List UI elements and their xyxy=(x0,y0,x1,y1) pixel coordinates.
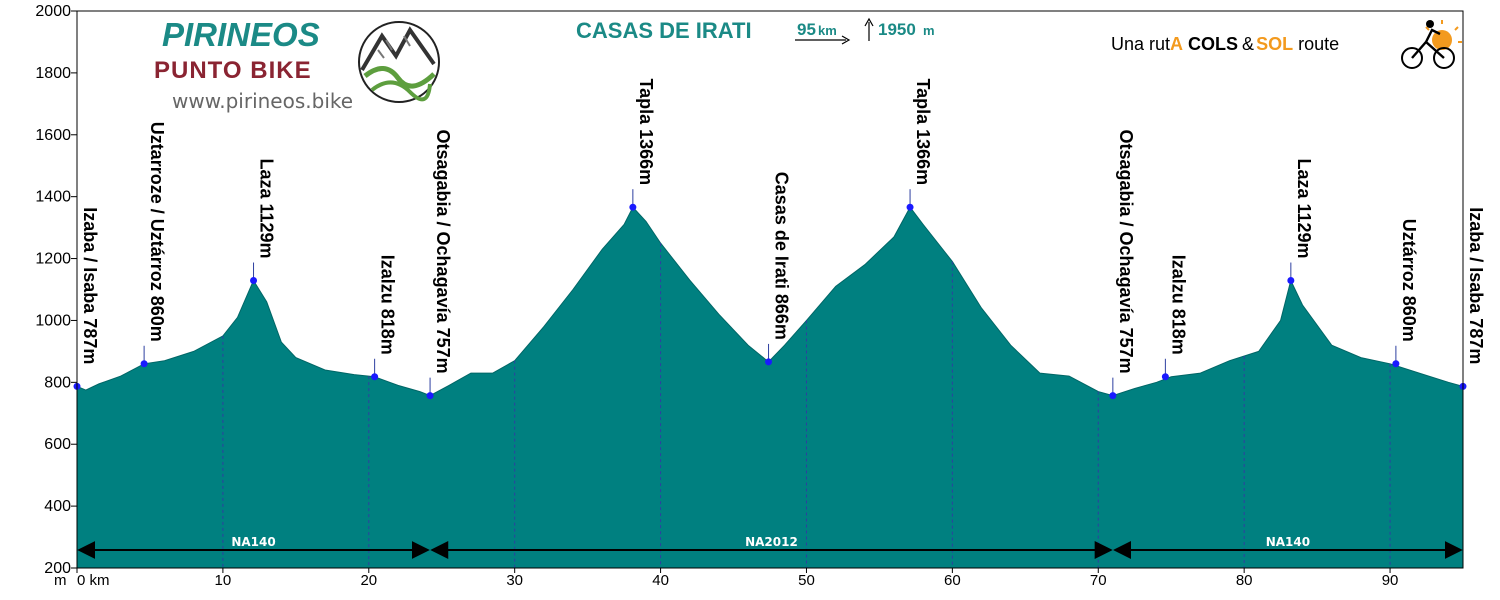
y-tick-label: 1400 xyxy=(35,189,71,206)
route-tagline: Una rutA COLS & SOL route xyxy=(1111,34,1339,54)
logo-name: PIRINEOS xyxy=(162,16,320,53)
distance-arrow-head-icon xyxy=(841,35,851,45)
waypoint-label: Otsagabia / Ochagavía 757m xyxy=(1116,130,1136,374)
waypoint-label: Izaba / Isaba 787m xyxy=(1466,207,1486,364)
waypoint-dot xyxy=(1392,360,1400,368)
waypoint-dot xyxy=(765,358,773,366)
waypoint-dot xyxy=(629,203,637,211)
x-tick-label: 70 xyxy=(1090,572,1107,589)
route-logo-backdrop xyxy=(1105,18,1460,78)
x-tick-label: 80 xyxy=(1236,572,1253,589)
waypoint-label: Tapla 1366m xyxy=(636,78,656,185)
x-tick-label: 0 km xyxy=(77,572,110,589)
climb-stat: 1950 m xyxy=(864,17,935,41)
waypoint-markers: Izaba / Isaba 787m Uztarroze / Uztárroz 8… xyxy=(73,78,1486,400)
waypoint-dot xyxy=(1109,392,1117,400)
mountain-emblem-icon xyxy=(358,21,440,103)
pirineos-logo: PIRINEOS PUNTO BIKE www.pirineos.bike xyxy=(148,13,440,118)
waypoint-dot xyxy=(426,392,434,400)
y-tick-label: 1000 xyxy=(35,312,71,329)
waypoint-label: Laza 1129m xyxy=(1294,158,1314,258)
x-tick-label: 20 xyxy=(360,572,377,589)
y-tick-label: 800 xyxy=(44,374,71,391)
logo-subtitle: PUNTO BIKE xyxy=(154,57,312,84)
waypoint-dot xyxy=(250,277,258,285)
waypoint-dot xyxy=(1287,277,1295,285)
ruta-amp: & xyxy=(1242,34,1254,54)
y-tick-label: 200 xyxy=(44,560,71,577)
distance-value: 95 xyxy=(797,20,816,39)
x-tick-label: 40 xyxy=(652,572,669,589)
waypoint-label: Tapla 1366m xyxy=(913,78,933,185)
y-tick-label: 1800 xyxy=(35,65,71,82)
distance-stat: 95 km xyxy=(795,20,851,45)
y-tick-label: 600 xyxy=(44,436,71,453)
road-segments: NA140 NA2012 NA140 xyxy=(77,535,1463,559)
ruta-prefix: Una rut xyxy=(1111,34,1170,54)
road-segment-label: NA140 xyxy=(1266,535,1310,549)
x-tick-label: 50 xyxy=(798,572,815,589)
climb-arrow-head-icon xyxy=(864,17,874,27)
axes: 200 400 600 800 1000 1200 1400 1600 1800 2000 0 km… xyxy=(35,3,1398,589)
logo-website: www.pirineos.bike xyxy=(172,89,353,113)
waypoint-label: Izalzu 818m xyxy=(1168,255,1188,355)
waypoint-label: Uztárroz 860m xyxy=(1399,219,1419,342)
x-tick-label: 10 xyxy=(215,572,232,589)
waypoint-dot xyxy=(140,360,148,368)
elevation-area xyxy=(76,206,1464,569)
y-tick-label: 1600 xyxy=(35,127,71,144)
km-gridlines xyxy=(222,243,1391,568)
x-tick-label: 30 xyxy=(506,572,523,589)
ruta-cols: COLS xyxy=(1188,34,1238,54)
plot-frame xyxy=(76,10,1464,569)
x-tick-label: 60 xyxy=(944,572,961,589)
y-tick-label: 1200 xyxy=(35,251,71,268)
waypoint-label: Izalzu 818m xyxy=(378,255,398,355)
waypoint-label: Casas de Irati 866m xyxy=(772,172,792,340)
distance-unit: km xyxy=(818,23,837,38)
waypoint-label: Uztarroze / Uztárroz 860m xyxy=(147,122,167,342)
waypoint-label: Izaba / Isaba 787m xyxy=(80,207,100,364)
route-title: CASAS DE IRATI xyxy=(576,18,752,43)
waypoint-dot xyxy=(1161,373,1169,381)
ruta-sol: SOL xyxy=(1256,34,1293,54)
y-tick-label: 400 xyxy=(44,498,71,515)
waypoint-label: Laza 1129m xyxy=(257,158,277,258)
cols-sol-route-logo: Una rutA COLS & SOL route xyxy=(1105,18,1462,78)
climb-value: 1950 xyxy=(878,20,916,39)
climb-unit: m xyxy=(923,23,935,38)
ruta-route: route xyxy=(1298,34,1339,54)
road-segment-label: NA140 xyxy=(231,535,275,549)
waypoint-label: Otsagabia / Ochagavía 757m xyxy=(433,130,453,374)
y-tick-label: 2000 xyxy=(35,3,71,20)
road-segment-label: NA2012 xyxy=(745,535,798,549)
waypoint-dot xyxy=(371,373,379,381)
profile-area-layer xyxy=(76,206,1464,569)
x-tick-label: 90 xyxy=(1382,572,1399,589)
cyclist-sun-icon xyxy=(1401,20,1462,69)
y-unit-label: m xyxy=(54,572,67,589)
ruta-a: A xyxy=(1170,34,1183,54)
waypoint-dot xyxy=(906,203,914,211)
